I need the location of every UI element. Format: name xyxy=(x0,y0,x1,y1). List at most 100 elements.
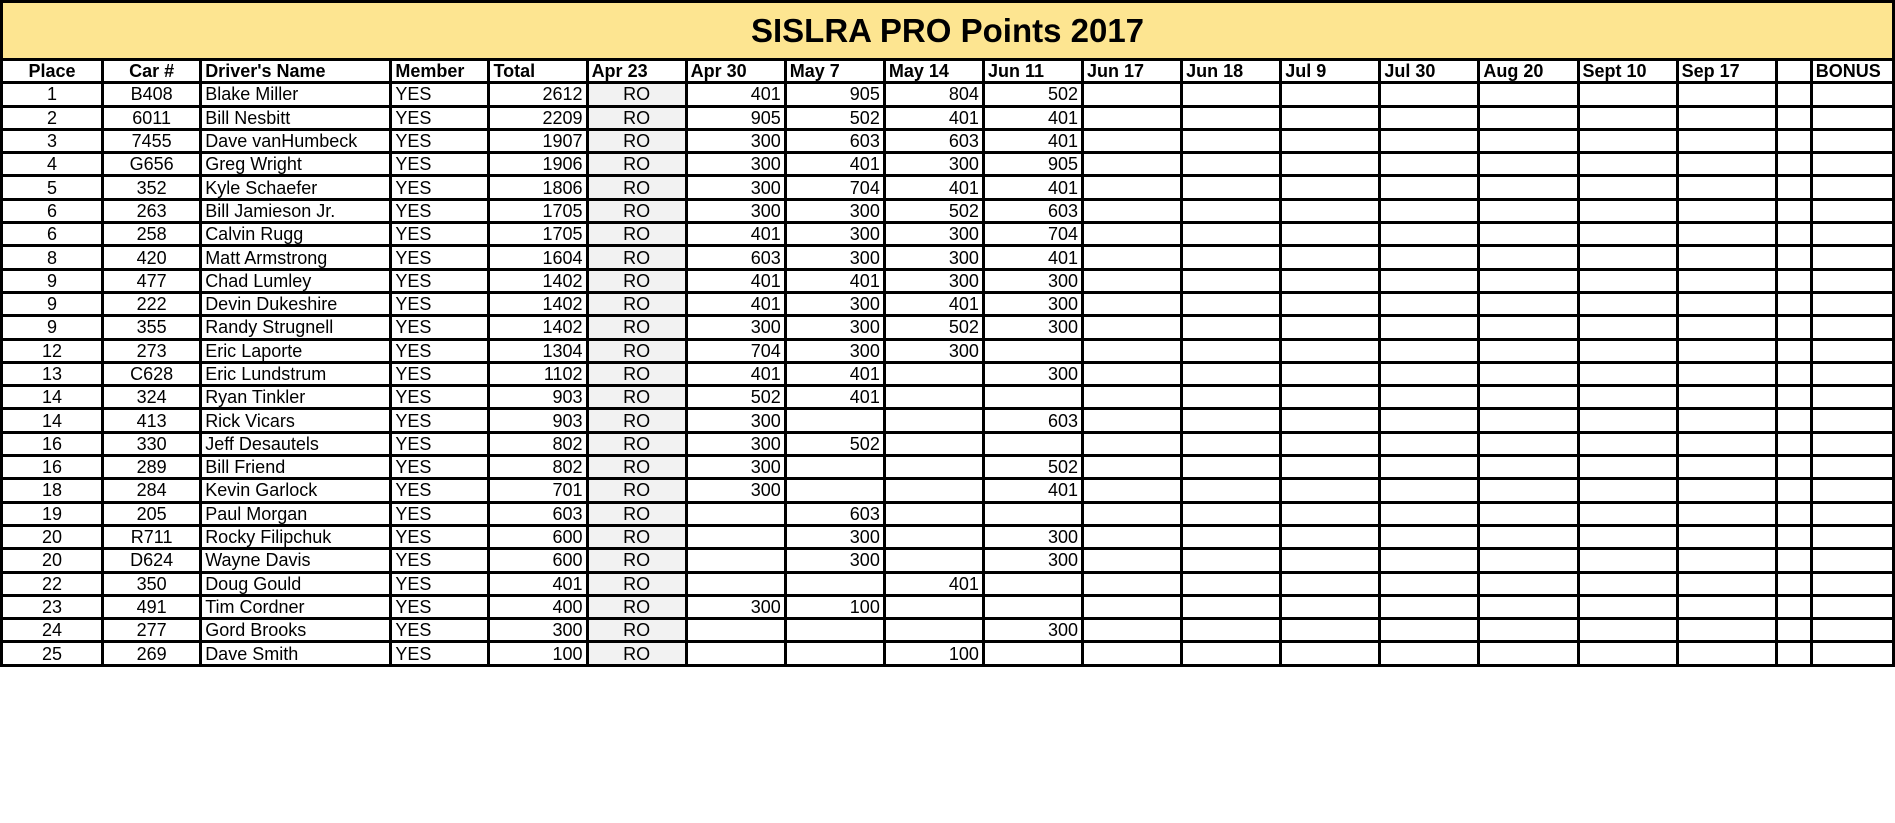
cell-jul9[interactable] xyxy=(1279,384,1382,411)
cell-total[interactable]: 903 xyxy=(487,384,589,411)
cell-bonus[interactable] xyxy=(1809,81,1895,108)
cell-apr30[interactable]: 300 xyxy=(684,127,787,155)
cell-driver-name[interactable]: Kyle Schaefer xyxy=(199,174,393,201)
cell-sep17[interactable] xyxy=(1675,640,1778,667)
cell-car-number[interactable]: B408 xyxy=(101,81,203,108)
cell-place[interactable]: 19 xyxy=(0,500,105,527)
cell-driver-name[interactable]: Kevin Garlock xyxy=(199,477,393,504)
cell-bonus[interactable] xyxy=(1809,523,1895,551)
cell-jun17[interactable] xyxy=(1081,547,1184,574)
cell-blank[interactable] xyxy=(1774,197,1813,225)
cell-car-number[interactable]: 284 xyxy=(101,477,203,504)
cell-total[interactable]: 1806 xyxy=(487,174,589,201)
cell-apr23[interactable]: RO xyxy=(585,384,688,411)
cell-bonus[interactable] xyxy=(1809,104,1895,131)
cell-member[interactable]: YES xyxy=(389,104,491,131)
cell-jul30[interactable] xyxy=(1378,523,1481,551)
cell-jun17[interactable] xyxy=(1081,244,1184,271)
cell-apr30[interactable]: 905 xyxy=(684,104,787,131)
cell-jul9[interactable] xyxy=(1279,151,1382,178)
cell-jun11[interactable]: 401 xyxy=(981,244,1085,271)
cell-may14[interactable] xyxy=(882,523,985,551)
cell-driver-name[interactable]: Dave Smith xyxy=(199,640,393,667)
cell-bonus[interactable] xyxy=(1809,244,1895,271)
cell-jun11[interactable]: 300 xyxy=(981,617,1085,644)
cell-sep17[interactable] xyxy=(1675,267,1778,294)
cell-jun11[interactable]: 502 xyxy=(981,81,1085,108)
cell-driver-name[interactable]: Ryan Tinkler xyxy=(199,384,393,411)
cell-may14[interactable]: 100 xyxy=(882,640,985,667)
cell-place[interactable]: 25 xyxy=(0,640,105,667)
cell-driver-name[interactable]: Dave vanHumbeck xyxy=(199,127,393,155)
cell-jun17[interactable] xyxy=(1081,337,1184,364)
cell-bonus[interactable] xyxy=(1809,151,1895,178)
cell-member[interactable]: YES xyxy=(389,547,491,574)
cell-total[interactable]: 401 xyxy=(487,570,589,597)
cell-jun17[interactable] xyxy=(1081,617,1184,644)
cell-jun11[interactable]: 905 xyxy=(981,151,1085,178)
cell-may7[interactable]: 603 xyxy=(783,127,886,155)
cell-jul30[interactable] xyxy=(1378,547,1481,574)
cell-jun11[interactable]: 401 xyxy=(981,174,1085,201)
cell-jun17[interactable] xyxy=(1081,81,1184,108)
cell-apr30[interactable] xyxy=(684,547,787,574)
cell-apr23[interactable]: RO xyxy=(585,593,688,621)
cell-may14[interactable]: 401 xyxy=(882,104,985,131)
cell-may14[interactable]: 804 xyxy=(882,81,985,108)
cell-total[interactable]: 603 xyxy=(487,500,589,527)
cell-jul9[interactable] xyxy=(1279,197,1382,225)
cell-sept10[interactable] xyxy=(1576,477,1679,504)
cell-car-number[interactable]: 413 xyxy=(101,407,203,434)
cell-jul30[interactable] xyxy=(1378,104,1481,131)
cell-apr30[interactable]: 300 xyxy=(684,151,787,178)
cell-jul9[interactable] xyxy=(1279,221,1382,248)
cell-blank[interactable] xyxy=(1774,337,1813,364)
cell-jun18[interactable] xyxy=(1180,221,1283,248)
cell-apr30[interactable] xyxy=(684,570,787,597)
cell-driver-name[interactable]: Randy Strugnell xyxy=(199,314,393,341)
cell-aug20[interactable] xyxy=(1477,454,1580,481)
cell-blank[interactable] xyxy=(1774,500,1813,527)
cell-apr23[interactable]: RO xyxy=(585,337,688,364)
cell-car-number[interactable]: 263 xyxy=(101,197,203,225)
cell-bonus[interactable] xyxy=(1809,617,1895,644)
cell-total[interactable]: 903 xyxy=(487,407,589,434)
cell-total[interactable]: 100 xyxy=(487,640,589,667)
cell-blank[interactable] xyxy=(1774,360,1813,388)
cell-apr30[interactable]: 401 xyxy=(684,221,787,248)
cell-member[interactable]: YES xyxy=(389,407,491,434)
cell-place[interactable]: 3 xyxy=(0,127,105,155)
cell-jun17[interactable] xyxy=(1081,500,1184,527)
cell-apr30[interactable] xyxy=(684,523,787,551)
cell-car-number[interactable]: 330 xyxy=(101,430,203,458)
cell-sept10[interactable] xyxy=(1576,290,1679,318)
cell-car-number[interactable]: 258 xyxy=(101,221,203,248)
cell-apr30[interactable]: 300 xyxy=(684,477,787,504)
cell-aug20[interactable] xyxy=(1477,314,1580,341)
cell-driver-name[interactable]: Paul Morgan xyxy=(199,500,393,527)
cell-sept10[interactable] xyxy=(1576,81,1679,108)
cell-may14[interactable]: 502 xyxy=(882,314,985,341)
cell-jun17[interactable] xyxy=(1081,430,1184,458)
cell-may14[interactable]: 502 xyxy=(882,197,985,225)
cell-total[interactable]: 1102 xyxy=(487,360,589,388)
cell-apr23[interactable]: RO xyxy=(585,617,688,644)
cell-driver-name[interactable]: Bill Nesbitt xyxy=(199,104,393,131)
cell-blank[interactable] xyxy=(1774,174,1813,201)
cell-apr23[interactable]: RO xyxy=(585,454,688,481)
cell-aug20[interactable] xyxy=(1477,244,1580,271)
cell-jul9[interactable] xyxy=(1279,244,1382,271)
cell-jun17[interactable] xyxy=(1081,267,1184,294)
cell-jul9[interactable] xyxy=(1279,337,1382,364)
cell-may14[interactable]: 401 xyxy=(882,290,985,318)
cell-jun11[interactable] xyxy=(981,570,1085,597)
cell-place[interactable]: 24 xyxy=(0,617,105,644)
cell-may7[interactable] xyxy=(783,617,886,644)
cell-place[interactable]: 9 xyxy=(0,314,105,341)
cell-jul30[interactable] xyxy=(1378,570,1481,597)
cell-car-number[interactable]: C628 xyxy=(101,360,203,388)
cell-jun18[interactable] xyxy=(1180,267,1283,294)
cell-jul30[interactable] xyxy=(1378,221,1481,248)
cell-member[interactable]: YES xyxy=(389,337,491,364)
cell-jun18[interactable] xyxy=(1180,407,1283,434)
